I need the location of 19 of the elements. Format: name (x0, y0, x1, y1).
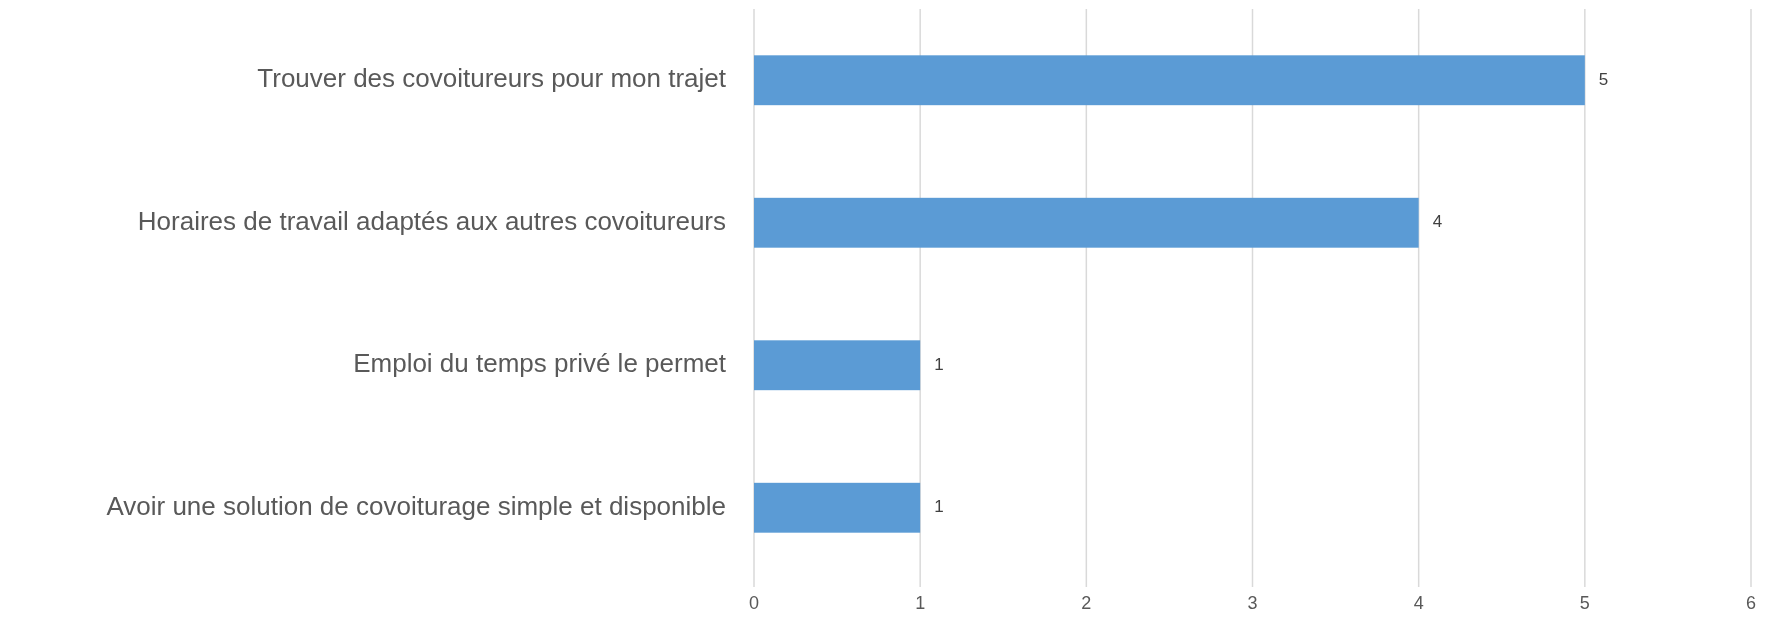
bar (754, 55, 1585, 106)
y-tick-label: Horaires de travail adaptés aux autres covoitureurs (137, 205, 726, 236)
x-tick-label: 2 (1081, 593, 1092, 613)
bar (754, 482, 921, 533)
y-tick-label: Trouver des covoitureurs pour mon trajet (257, 63, 727, 94)
bar (754, 197, 1419, 248)
x-tick-label: 1 (915, 593, 926, 613)
bar (754, 340, 921, 391)
x-tick-label: 5 (1579, 593, 1590, 613)
data-label: 5 (1598, 69, 1609, 89)
y-tick-label: Emploi du temps privé le permet (353, 348, 727, 379)
data-label: 1 (934, 497, 944, 517)
x-tick-label: 0 (748, 593, 760, 613)
x-tick-label: 4 (1413, 593, 1424, 613)
x-tick-label: 3 (1247, 593, 1258, 613)
x-tick-label: 6 (1745, 593, 1757, 613)
data-label: 4 (1432, 212, 1443, 232)
data-label: 1 (934, 354, 944, 374)
y-tick-label: Avoir une solution de covoiturage simple et disponible (106, 490, 726, 521)
